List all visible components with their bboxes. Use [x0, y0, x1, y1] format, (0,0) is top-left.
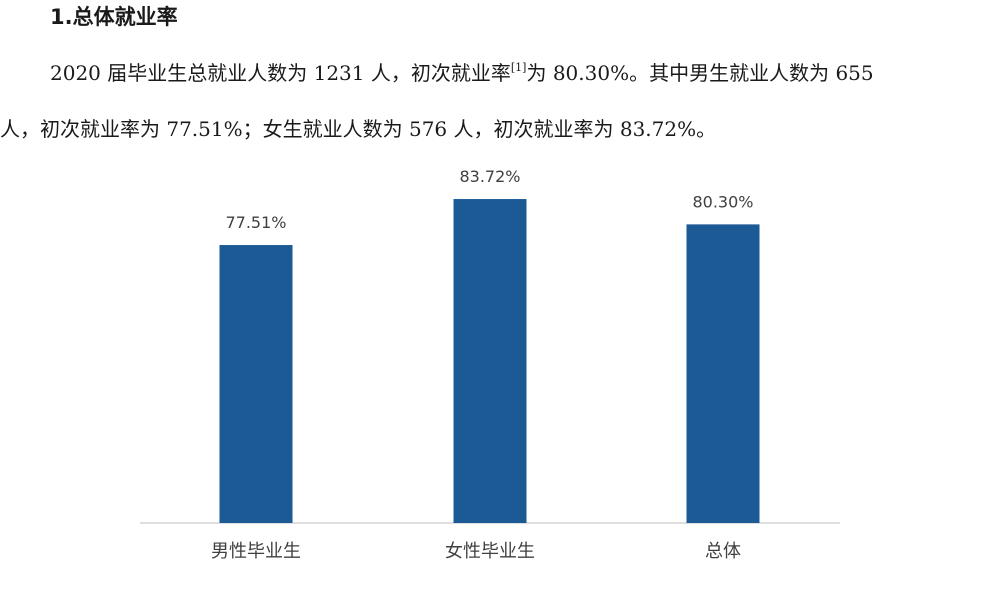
bars-group: [219, 199, 760, 524]
bar-2: [453, 199, 527, 524]
category-labels-group: 男性毕业生 女性毕业生 总体: [211, 541, 741, 562]
value-labels-group: 77.51% 83.72% 80.30%: [225, 167, 753, 232]
category-label-3: 总体: [705, 541, 741, 562]
value-label-1: 77.51%: [225, 213, 286, 232]
paragraph-line-2: 人，初次就业率为 77.51%；女生就业人数为 576 人，初次就业率为 83.…: [0, 117, 717, 141]
paragraph-text-1b: 为 80.30%。其中男生就业人数为 655: [526, 61, 874, 85]
bar-1: [219, 245, 293, 523]
section-heading: 1.总体就业率: [50, 5, 178, 29]
value-label-3: 80.30%: [692, 192, 753, 211]
footnote-reference[interactable]: [1]: [510, 61, 527, 74]
paragraph-text-1a: 2020 届毕业生总就业人数为 1231 人，初次就业率: [50, 61, 511, 85]
bar-3: [686, 224, 760, 523]
value-label-2: 83.72%: [459, 167, 520, 186]
category-label-1: 男性毕业生: [211, 541, 301, 562]
paragraph-line-1: 2020 届毕业生总就业人数为 1231 人，初次就业率[1]为 80.30%。…: [50, 58, 874, 88]
category-label-2: 女性毕业生: [445, 541, 535, 562]
